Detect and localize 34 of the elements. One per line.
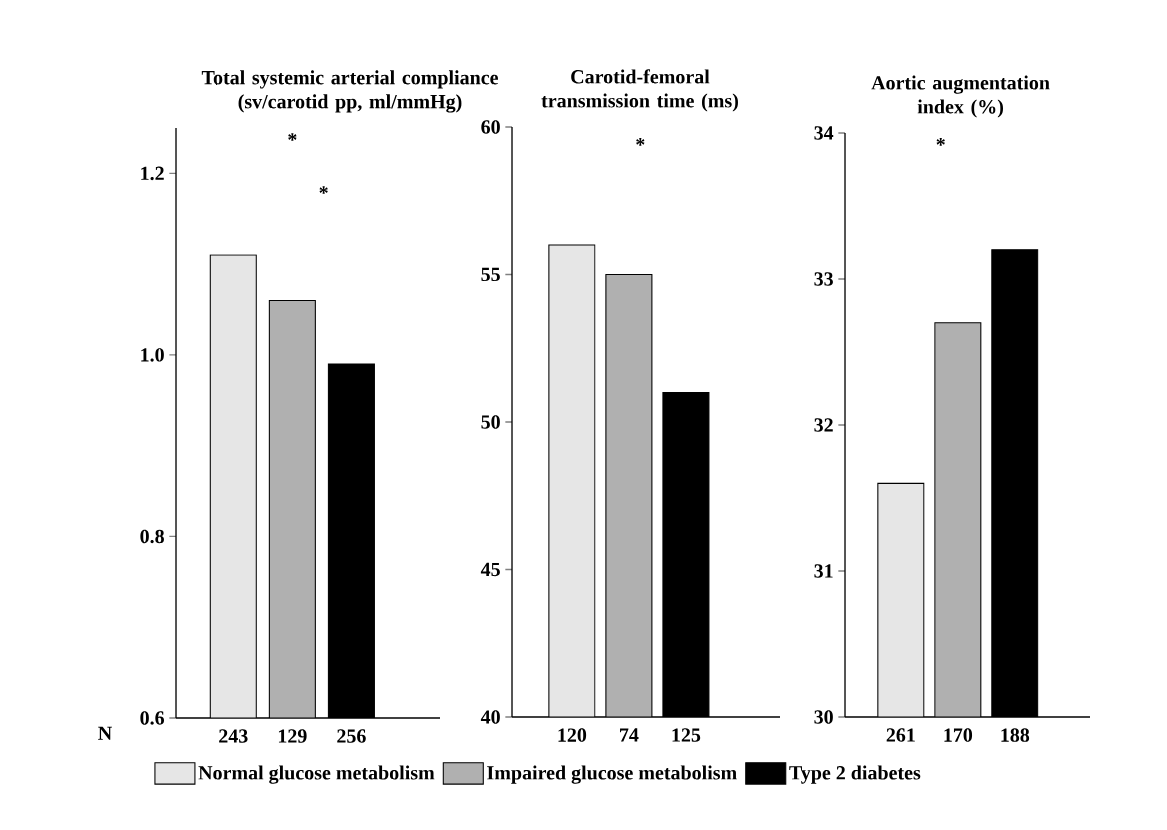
y-tick-label: 0.8 bbox=[140, 529, 164, 544]
y-tick-label: 0.6 bbox=[140, 711, 165, 725]
annotation: * bbox=[936, 138, 945, 146]
x-tick-label: 129 bbox=[278, 729, 307, 743]
chart-title: Aortic augmentation index (%) bbox=[871, 75, 1050, 118]
y-tick-label: 55 bbox=[481, 267, 500, 282]
annotation: * bbox=[636, 138, 645, 146]
x-tick-label: 261 bbox=[886, 728, 915, 742]
y-tick-label: 60 bbox=[481, 120, 500, 134]
y-tick-label: 40 bbox=[480, 710, 500, 724]
legend-label: Impaired glucose metabolism bbox=[487, 765, 737, 784]
y-tick-label: 1.0 bbox=[141, 348, 164, 362]
annotation: * bbox=[288, 133, 297, 141]
x-tick-label: 120 bbox=[558, 728, 587, 742]
y-tick-label: 31 bbox=[814, 564, 833, 578]
legend-label: Type 2 diabetes bbox=[789, 765, 921, 784]
y-tick-label: 30 bbox=[814, 710, 833, 724]
x-tick-label: 170 bbox=[944, 728, 973, 742]
legend-label: Normal glucose metabolism bbox=[198, 765, 435, 784]
x-axis-title: N bbox=[98, 726, 112, 740]
y-tick-label: 33 bbox=[814, 272, 833, 286]
chart-title: Total systemic arterial compliance (sv/carotid pp, ml/mmHg) bbox=[201, 70, 498, 113]
x-tick-label: 188 bbox=[1001, 728, 1030, 742]
x-tick-label: 74 bbox=[620, 728, 639, 742]
y-tick-label: 32 bbox=[814, 418, 833, 432]
x-tick-label: 243 bbox=[219, 729, 248, 743]
annotation: * bbox=[319, 186, 328, 194]
y-tick-label: 50 bbox=[481, 415, 500, 429]
y-tick-label: 34 bbox=[814, 126, 834, 140]
x-tick-label: 256 bbox=[337, 729, 366, 743]
chart-title: Carotid-femoral transmission time (ms) bbox=[541, 69, 738, 112]
x-tick-label: 125 bbox=[672, 728, 701, 742]
y-tick-label: 45 bbox=[480, 562, 500, 577]
y-tick-label: 1.2 bbox=[141, 166, 164, 181]
